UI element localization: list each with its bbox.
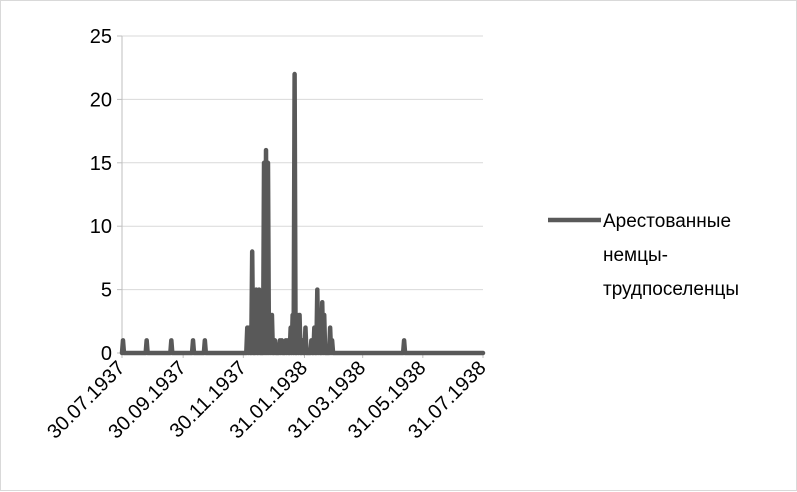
series-area [122, 74, 483, 353]
series-line [122, 74, 483, 353]
y-tick-label: 5 [101, 280, 112, 302]
gridlines [122, 36, 483, 290]
y-tick-label: 20 [90, 89, 112, 111]
y-tick-label: 15 [90, 153, 112, 175]
y-tick-label: 10 [90, 216, 112, 238]
y-tick-label: 25 [90, 26, 112, 48]
axes [117, 36, 483, 358]
